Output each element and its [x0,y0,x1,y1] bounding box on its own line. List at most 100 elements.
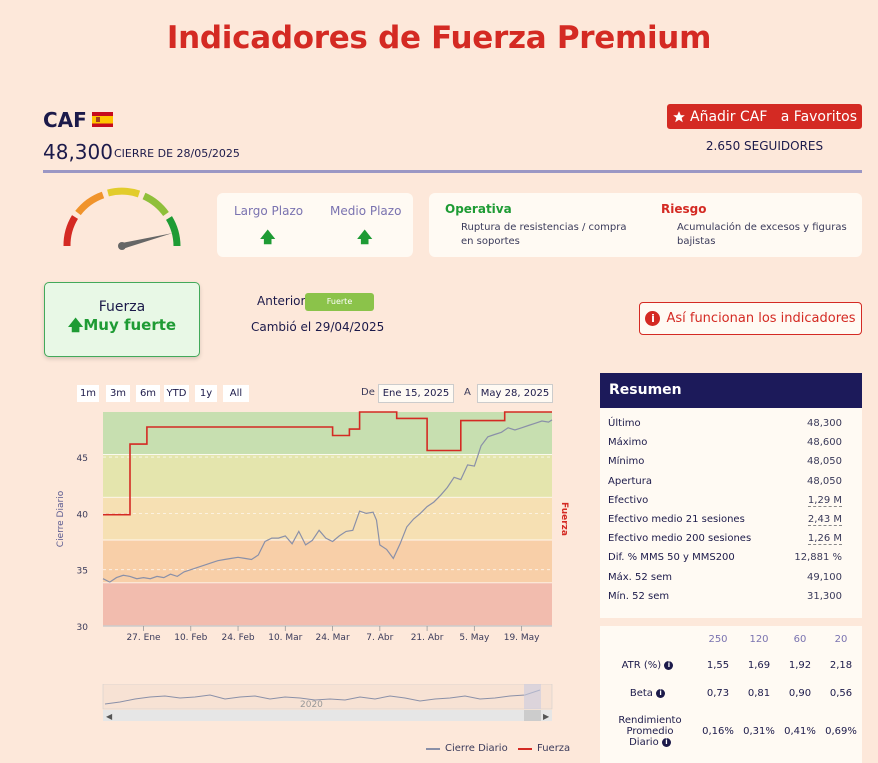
range-3m-button[interactable]: 3m [106,385,130,402]
stats-header-20: 20 [834,634,848,645]
stats-row-label: ATR (%) i [610,660,685,671]
beta-label: Beta [629,688,653,699]
summary-row-value: 48,600 [807,437,842,449]
summary-row-label: Máx. 52 sem [608,571,673,583]
info-icon[interactable]: i [656,688,666,698]
info-icon[interactable]: i [661,737,671,747]
header-divider [43,170,862,173]
strength-zone [103,540,552,584]
y-axis-label: Cierre Diario [56,490,66,547]
anterior-badge: Fuerte [305,293,374,311]
close-date-label: CIERRE DE 28/05/2025 [114,147,240,160]
summary-row-label: Mín. 52 sem [608,590,670,602]
followers-count: 2.650 SEGUIDORES [705,139,824,153]
riesgo-text: Acumulación de excesos y figuras bajista… [677,222,847,247]
navigator-scroll-thumb [524,710,541,721]
add-favorites-button[interactable]: Añadir CAF a Favoritos [667,104,862,129]
x-tick-label: 27. Ene [126,633,161,643]
range-1y-button[interactable]: 1y [195,385,217,402]
x-tick-label: 5. May [459,633,490,643]
summary-row: Dif. % MMS 50 y MMS200 12,881 % [608,552,842,563]
gauge-segment-lightgreen [142,192,169,217]
summary-row: Efectivo medio 200 sesiones 1,26 M [608,533,842,546]
x-tick-label: 10. Mar [268,633,302,643]
stats-table: 250 120 60 20 ATR (%) i 1,55 1,69 1,92 2… [600,626,862,763]
summary-row: Último 48,300 [608,418,842,429]
range-1m-button[interactable]: 1m [77,385,99,402]
arrow-up-icon: 🡅 [67,316,84,334]
summary-row-label: Dif. % MMS 50 y MMS200 [608,552,735,564]
fuerza-value-text: Muy fuerte [83,316,177,334]
add-favorites-label: Añadir CAF a Favoritos [690,108,857,125]
y-tick-label: 35 [77,567,88,577]
stats-cell: 1,92 [788,660,812,671]
gauge-segment-yellow [107,187,141,198]
summary-row: Máx. 52 sem 49,100 [608,572,842,583]
y-tick-label: 30 [77,623,89,633]
summary-row: Máximo 48,600 [608,437,842,448]
x-tick-label: 21. Abr [411,633,444,643]
fuerza-label: Fuerza [98,299,146,315]
date-from-input[interactable]: Ene 15, 2025 [378,384,454,403]
summary-row-label: Apertura [608,475,652,487]
summary-row-label: Último [608,418,641,429]
summary-row-value: 48,050 [807,456,842,468]
stats-cell: 1,69 [747,660,771,671]
anterior-label: Anterior [257,294,306,308]
stats-cell: 0,16% [702,726,734,737]
horizon-card: Largo Plazo Medio Plazo 🡅 🡅 [217,193,413,257]
summary-row: Efectivo medio 21 sesiones 2,43 M [608,514,842,526]
range-ytd-button[interactable]: YTD [164,385,189,402]
x-tick-label: 10. Feb [174,633,207,643]
x-tick-label: 24. Feb [221,633,254,643]
summary-row-value: 2,43 M [807,514,842,526]
y-tick-label: 45 [77,454,88,464]
arrow-up-icon: 🡅 [260,228,276,246]
indicators-info-label: Así funcionan los indicadores [666,311,856,326]
last-price: 48,300 [43,140,113,164]
largo-plazo-label: Largo Plazo [234,204,304,218]
stats-header-60: 60 [793,634,807,645]
range-6m-button[interactable]: 6m [136,385,160,402]
x-tick-label: 24. Mar [315,633,349,643]
summary-row: Efectivo 1,29 M [608,495,842,507]
date-from-label: De [361,387,375,398]
navigator-series-line [104,689,541,705]
summary-row-label: Mínimo [608,456,645,468]
summary-title: Resumen [600,373,862,408]
operativa-riesgo-card: Operativa Ruptura de resistencias / comp… [429,193,862,257]
indicators-info-button[interactable]: i Así funcionan los indicadores [639,302,862,335]
y-axis-right-label: Fuerza [559,502,569,536]
stats-header-250: 250 [708,634,728,645]
summary-row: Mínimo 48,050 [608,456,842,467]
legend-fuerza[interactable]: Fuerza [518,743,570,754]
date-to-input[interactable]: May 28, 2025 [477,384,553,403]
stats-cell: 1,55 [706,660,730,671]
summary-row-label: Máximo [608,437,648,449]
star-icon [673,110,685,122]
info-icon[interactable]: i [664,660,674,670]
stats-row-label: Rendimiento Promedio Diario i [614,715,686,748]
spain-flag-icon [92,112,113,127]
operativa-title: Operativa [445,202,512,216]
summary-panel: Resumen Último 48,300 Máximo 48,600 Mínimo 48… [600,373,862,618]
summary-row-label: Efectivo [608,494,649,506]
fuerza-value: 🡅Muy fuerte [45,315,199,340]
strength-zone [103,412,552,455]
summary-row-value: 48,300 [807,418,842,429]
price-strength-chart[interactable]: 30 35 40 45 27. Ene 10. Feb 24. Feb 10. Mar 24. … [50,408,580,648]
rendimiento-label: Rendimiento Promedio Diario [618,715,682,748]
scroll-right-icon: ▶ [543,712,550,721]
ticker-symbol: CAF [43,108,87,132]
stats-cell: 2,18 [829,660,853,671]
stats-cell: 0,31% [743,726,775,737]
fuerza-card: Fuerza 🡅Muy fuerte [44,282,200,357]
change-date: Cambió el 29/04/2025 [251,320,385,334]
legend-fuerza-label: Fuerza [537,743,571,754]
chart-navigator[interactable]: 2020 ◀ ▶ [100,684,555,724]
legend-cierre[interactable]: Cierre Diario [426,743,508,754]
strength-zone [103,454,552,498]
summary-row-label: Efectivo medio 21 sesiones [608,514,745,525]
riesgo-title: Riesgo [661,202,707,216]
range-all-button[interactable]: All [223,385,249,402]
